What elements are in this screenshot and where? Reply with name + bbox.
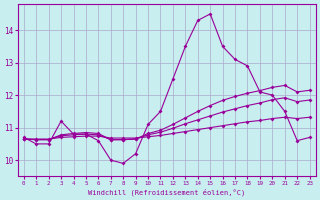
- X-axis label: Windchill (Refroidissement éolien,°C): Windchill (Refroidissement éolien,°C): [88, 188, 245, 196]
